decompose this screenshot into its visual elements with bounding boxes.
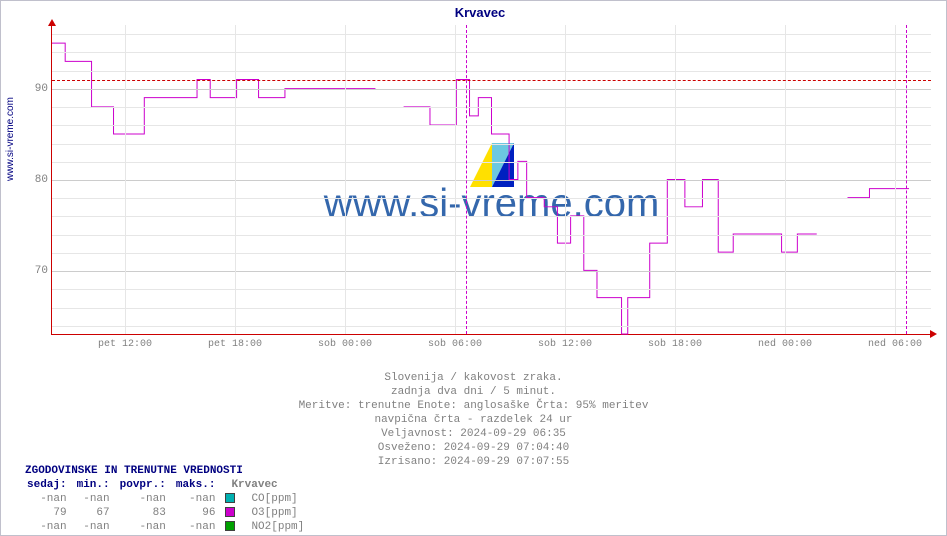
x-tick-label: sob 18:00 <box>648 339 702 350</box>
legend-value-cell: -nan <box>176 493 224 505</box>
x-axis-arrow-icon <box>930 330 937 338</box>
legend-table: ZGODOVINSKE IN TRENUTNE VREDNOSTI sedaj:… <box>25 465 314 535</box>
day-divider <box>466 25 467 334</box>
legend-header-cell: maks.: <box>176 479 224 491</box>
legend-value-cell: 67 <box>77 507 118 519</box>
legend-swatch-icon <box>225 521 235 531</box>
legend-row: -nan-nan-nan-nanCO[ppm] <box>27 493 312 505</box>
gridline <box>52 289 931 290</box>
legend-value-cell: -nan <box>120 493 174 505</box>
y-tick-label: 70 <box>24 265 48 277</box>
day-divider <box>906 25 907 334</box>
metadata-line: Slovenija / kakovost zraka. <box>1 371 946 385</box>
legend-label-cell: NO2[ppm] <box>245 521 312 533</box>
legend-swatch-cell <box>225 507 243 519</box>
gridline <box>52 52 931 53</box>
legend-header-cell: povpr.: <box>120 479 174 491</box>
metadata-line: Meritve: trenutne Enote: anglosaške Črta… <box>1 399 946 413</box>
gridline <box>52 308 931 309</box>
gridline <box>52 125 931 126</box>
legend-swatch-cell <box>225 493 243 505</box>
gridline <box>785 25 786 334</box>
legend-header-cell: sedaj: <box>27 479 75 491</box>
gridline <box>895 25 896 334</box>
legend-swatch-icon <box>225 493 235 503</box>
gridline <box>52 253 931 254</box>
gridline <box>565 25 566 334</box>
gridline <box>52 71 931 72</box>
legend-value-cell: 96 <box>176 507 224 519</box>
gridline <box>125 25 126 334</box>
gridline <box>52 326 931 327</box>
gridline <box>52 89 931 90</box>
x-tick-label: sob 06:00 <box>428 339 482 350</box>
legend-row: 79678396 O3[ppm] <box>27 507 312 519</box>
metadata-line: Veljavnost: 2024-09-29 06:35 <box>1 427 946 441</box>
gridline <box>52 162 931 163</box>
legend-value-cell: 79 <box>27 507 75 519</box>
legend-title: ZGODOVINSKE IN TRENUTNE VREDNOSTI <box>25 465 314 477</box>
gridline <box>52 34 931 35</box>
metadata-line: Osveženo: 2024-09-29 07:04:40 <box>1 441 946 455</box>
legend-value-cell: -nan <box>77 521 118 533</box>
gridline <box>52 144 931 145</box>
chart-title: Krvavec <box>19 5 941 22</box>
gridline <box>675 25 676 334</box>
legend-value-cell: -nan <box>27 521 75 533</box>
reference-line <box>52 80 931 81</box>
gridline <box>52 107 931 108</box>
legend-header-cell: Krvavec <box>225 479 312 491</box>
gridline <box>235 25 236 334</box>
legend-label-cell: O3[ppm] <box>245 507 312 519</box>
y-tick-label: 90 <box>24 83 48 95</box>
x-tick-label: sob 00:00 <box>318 339 372 350</box>
metadata-line: navpična črta - razdelek 24 ur <box>1 413 946 427</box>
outer-y-label: www.si-vreme.com <box>5 97 16 181</box>
chart-container: Krvavec www.si-vreme.com 708090pet 12:00… <box>19 5 941 365</box>
metadata-line: zadnja dva dni / 5 minut. <box>1 385 946 399</box>
gridline <box>455 25 456 334</box>
metadata-block: Slovenija / kakovost zraka.zadnja dva dn… <box>1 371 946 469</box>
legend-swatch-cell <box>225 521 243 533</box>
legend-body: sedaj:min.:povpr.:maks.:Krvavec-nan-nan-… <box>25 477 314 535</box>
y-tick-label: 80 <box>24 174 48 186</box>
legend-value-cell: -nan <box>77 493 118 505</box>
legend-value-cell: -nan <box>27 493 75 505</box>
x-tick-label: pet 18:00 <box>208 339 262 350</box>
gridline <box>345 25 346 334</box>
legend-label-cell: CO[ppm] <box>245 493 312 505</box>
legend-value-cell: -nan <box>120 521 174 533</box>
gridline <box>52 180 931 181</box>
legend-row: -nan-nan-nan-nanNO2[ppm] <box>27 521 312 533</box>
x-tick-label: ned 06:00 <box>868 339 922 350</box>
legend-header-row: sedaj:min.:povpr.:maks.:Krvavec <box>27 479 312 491</box>
plot-area: www.si-vreme.com 708090pet 12:00pet 18:0… <box>51 25 931 335</box>
gridline <box>52 198 931 199</box>
x-tick-label: ned 00:00 <box>758 339 812 350</box>
legend-swatch-icon <box>225 507 235 517</box>
legend-value-cell: 83 <box>120 507 174 519</box>
gridline <box>52 235 931 236</box>
gridline <box>52 216 931 217</box>
legend-value-cell: -nan <box>176 521 224 533</box>
x-tick-label: sob 12:00 <box>538 339 592 350</box>
x-tick-label: pet 12:00 <box>98 339 152 350</box>
gridline <box>52 271 931 272</box>
legend-header-cell: min.: <box>77 479 118 491</box>
